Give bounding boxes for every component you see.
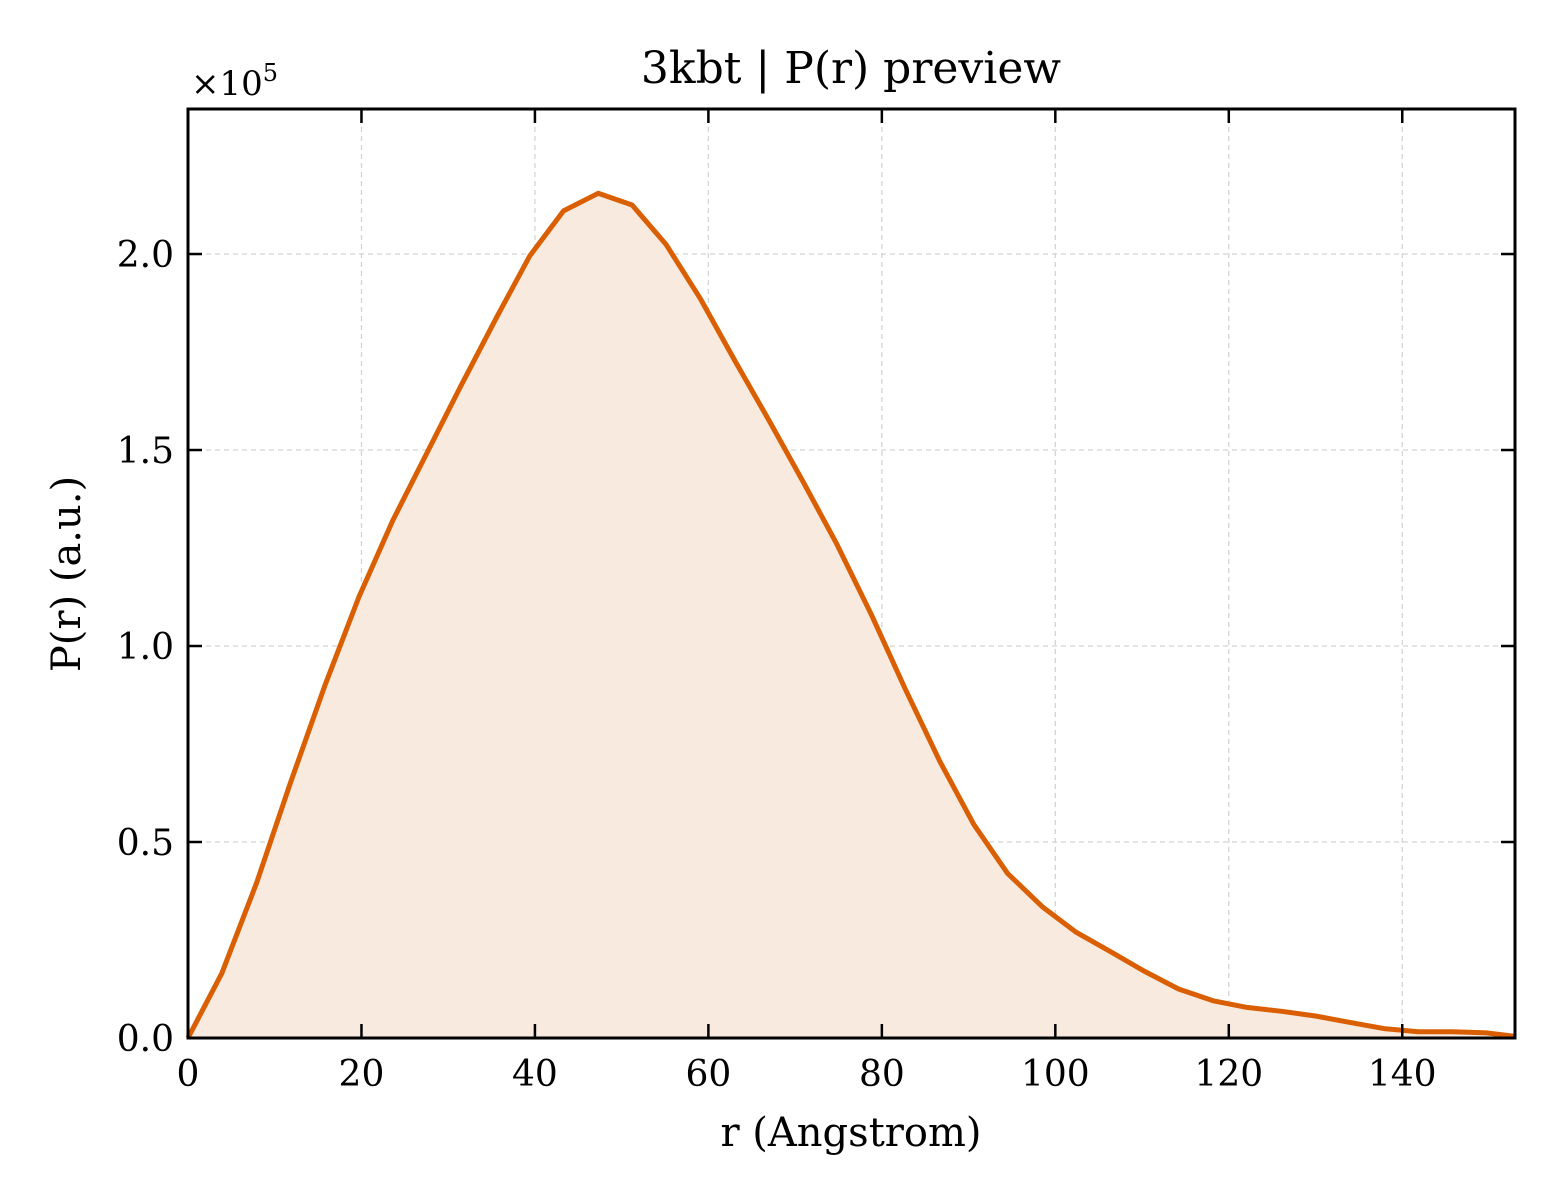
y-axis-label: P(r) (a.u.)	[44, 476, 90, 672]
x-tick-label: 40	[512, 1054, 558, 1095]
x-tick-label: 140	[1368, 1054, 1437, 1095]
y-tick-label: 0.5	[117, 823, 174, 864]
pr-curve-line	[185, 190, 1516, 1040]
x-tick-label: 0	[177, 1054, 200, 1095]
x-tick-label: 20	[339, 1054, 385, 1095]
y-tick-label: 1.5	[117, 431, 174, 472]
x-tick-label: 100	[1021, 1054, 1090, 1095]
y-multiplier-base: ×10	[191, 64, 263, 104]
y-axis-multiplier: ×105	[191, 59, 278, 104]
y-tick-label: 2.0	[117, 235, 174, 276]
y-multiplier-exponent: 5	[263, 59, 278, 87]
plot-frame	[186, 107, 1517, 1040]
x-tick-label: 80	[859, 1054, 905, 1095]
x-axis-label: r (Angstrom)	[720, 1110, 981, 1156]
tick-labels: 0 20 40 60 80 100 120 140 0.0 0.5 1.0 1.5 2.0	[117, 235, 1437, 1095]
x-tick-label: 120	[1194, 1054, 1263, 1095]
y-tick-label: 1.0	[117, 627, 174, 668]
y-tick-label: 0.0	[117, 1019, 174, 1060]
x-tick-label: 60	[685, 1054, 731, 1095]
pr-area-fill	[188, 193, 1515, 1039]
chart-title: 3kbt | P(r) preview	[641, 43, 1061, 94]
